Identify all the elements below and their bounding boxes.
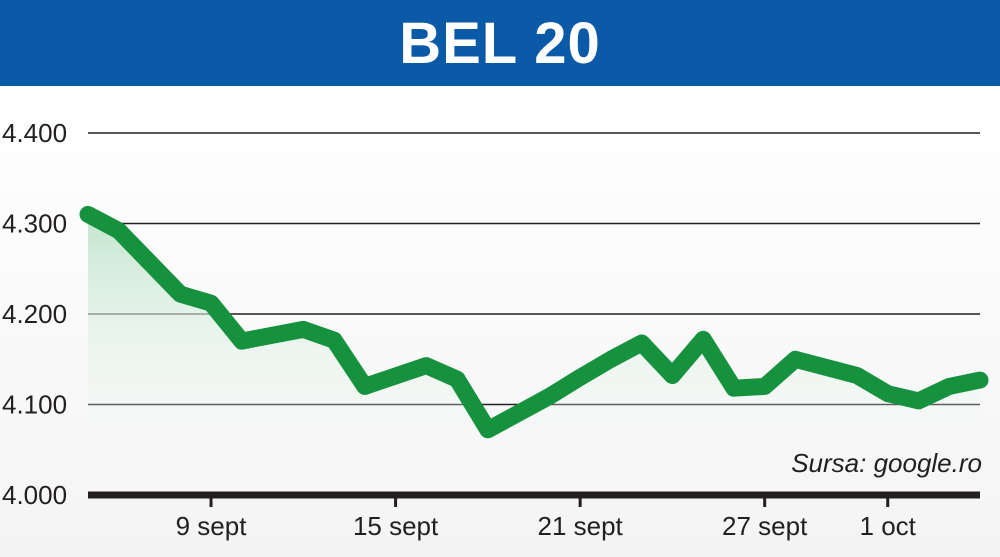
y-tick-label: 4.400 <box>2 118 67 148</box>
y-tick-label: 4.200 <box>2 299 67 329</box>
x-axis-ticks: 9 sept 15 sept 21 sept 27 sept 1 oct <box>176 495 917 541</box>
x-tick-label: 15 sept <box>353 511 439 541</box>
x-tick-label: 21 sept <box>537 511 623 541</box>
x-tick-label: 1 oct <box>860 511 917 541</box>
x-tick-label: 27 sept <box>722 511 808 541</box>
area-path <box>88 214 980 491</box>
chart-header: BEL 20 <box>0 0 1000 86</box>
x-tick-label: 9 sept <box>176 511 248 541</box>
y-tick-label: 4.100 <box>2 390 67 420</box>
area-fill <box>88 214 980 491</box>
source-note: Sursa: google.ro <box>791 448 982 478</box>
y-axis-ticks: 4.000 4.100 4.200 4.300 4.400 <box>2 118 67 510</box>
series-line <box>79 205 989 439</box>
y-tick-label: 4.300 <box>2 209 67 239</box>
y-tick-label: 4.000 <box>2 480 67 510</box>
series-path <box>79 205 989 439</box>
chart-title: BEL 20 <box>399 10 601 76</box>
